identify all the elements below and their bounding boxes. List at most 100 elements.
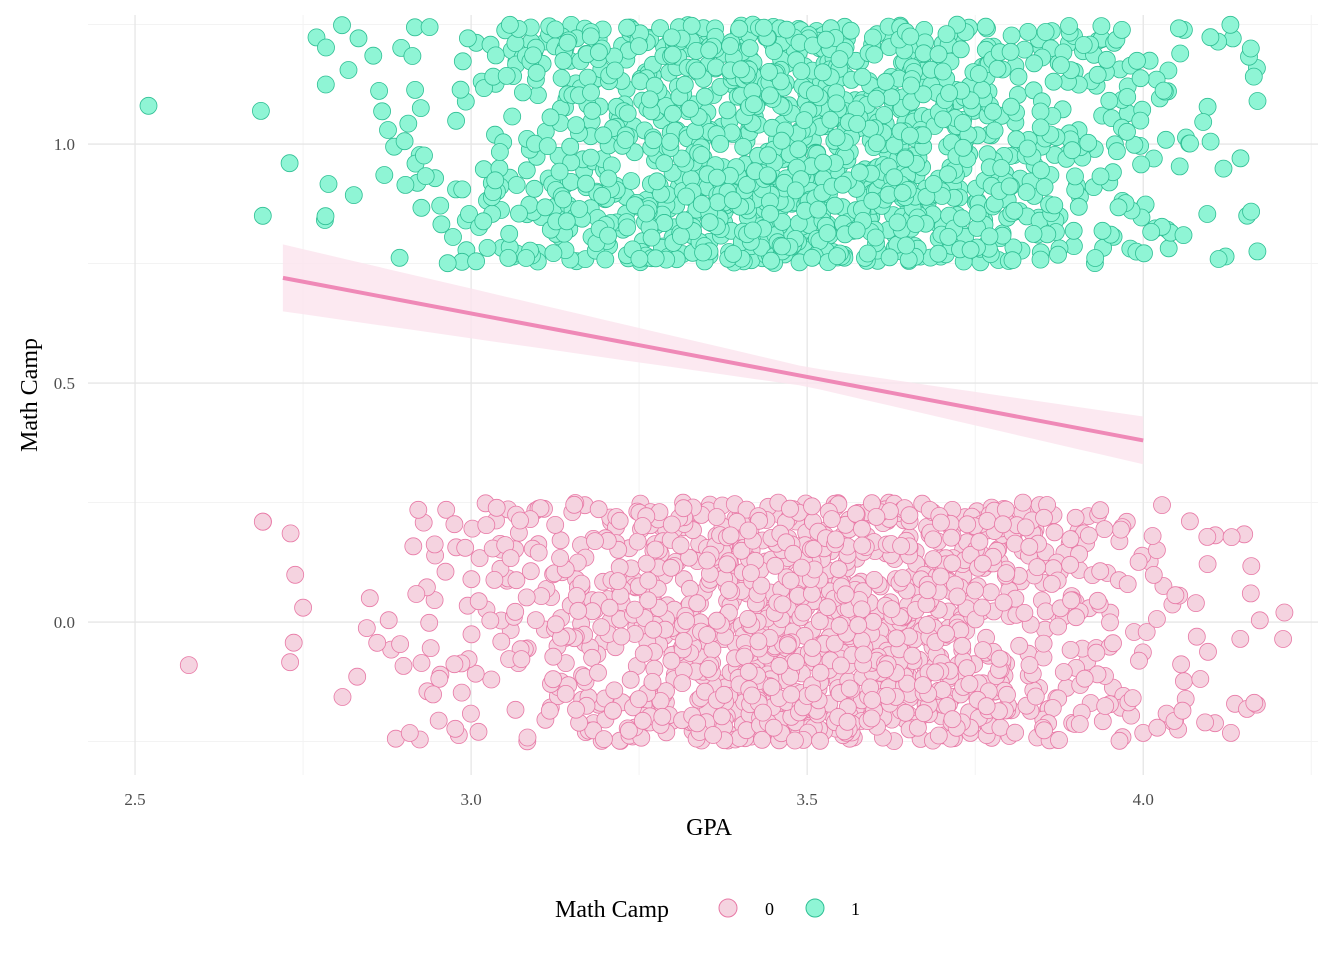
- data-point: [1170, 19, 1188, 38]
- data-point: [478, 238, 497, 257]
- data-point: [554, 190, 572, 209]
- data-point: [688, 714, 707, 733]
- data-point: [822, 510, 841, 528]
- data-point: [651, 19, 669, 38]
- data-point: [1019, 22, 1037, 41]
- data-point: [518, 728, 537, 747]
- data-point: [985, 121, 1004, 140]
- data-point: [1026, 687, 1045, 706]
- data-point: [589, 500, 608, 519]
- data-point: [646, 249, 665, 268]
- y-tick-label: 1.0: [54, 135, 75, 154]
- data-point: [1241, 39, 1260, 58]
- data-point: [1153, 496, 1171, 515]
- data-point: [1034, 634, 1053, 653]
- data-point: [1194, 113, 1213, 131]
- data-point: [1066, 167, 1084, 186]
- data-point: [862, 709, 881, 728]
- data-point: [1137, 623, 1156, 641]
- data-point: [994, 593, 1013, 612]
- data-point: [446, 719, 465, 738]
- data-point: [708, 168, 726, 187]
- regression-fit: [282, 244, 1144, 465]
- data-point: [853, 536, 872, 555]
- data-point: [813, 63, 832, 82]
- data-point: [1113, 20, 1131, 39]
- data-point: [943, 554, 962, 573]
- data-point: [901, 27, 920, 46]
- data-point: [888, 213, 907, 232]
- data-point: [867, 89, 886, 108]
- data-point: [641, 90, 659, 109]
- data-point: [682, 16, 701, 35]
- data-point: [541, 108, 560, 127]
- data-point: [918, 616, 936, 634]
- data-point: [507, 571, 526, 590]
- data-point: [1010, 636, 1029, 655]
- data-point: [593, 186, 611, 205]
- data-point: [646, 540, 665, 559]
- data-point: [453, 52, 472, 71]
- data-point: [1110, 731, 1129, 750]
- data-point: [425, 535, 444, 554]
- data-point: [688, 594, 707, 613]
- data-point: [777, 20, 796, 39]
- data-point: [490, 143, 509, 161]
- data-point: [281, 653, 300, 672]
- data-point: [1181, 134, 1199, 153]
- data-point: [675, 75, 694, 94]
- y-axis-title: Math Camp: [17, 338, 43, 452]
- data-point: [1154, 81, 1173, 100]
- data-point: [349, 29, 368, 48]
- data-point: [1020, 537, 1039, 556]
- data-point: [771, 72, 790, 91]
- data-point: [961, 240, 980, 259]
- data-point: [316, 207, 335, 226]
- data-point: [720, 581, 738, 599]
- data-point: [608, 572, 627, 590]
- data-point: [794, 603, 813, 622]
- data-point: [554, 51, 573, 70]
- data-point: [456, 538, 475, 557]
- data-point: [466, 664, 485, 683]
- regression-line: [282, 275, 1144, 443]
- data-point: [583, 101, 602, 120]
- data-point: [373, 102, 392, 121]
- data-point: [1100, 91, 1119, 110]
- data-point: [711, 134, 730, 153]
- data-point: [931, 567, 950, 586]
- data-point: [1086, 249, 1105, 267]
- data-point: [529, 86, 547, 104]
- data-point: [782, 685, 801, 704]
- data-point: [704, 726, 722, 744]
- data-point: [317, 38, 335, 57]
- data-point: [1118, 88, 1137, 106]
- data-point: [536, 198, 555, 217]
- data-point: [1209, 250, 1228, 268]
- data-point: [677, 612, 695, 630]
- data-point: [1063, 141, 1082, 160]
- data-point: [474, 212, 493, 231]
- data-point: [867, 508, 886, 526]
- data-point: [723, 191, 742, 210]
- data-point: [344, 186, 363, 205]
- data-point: [618, 218, 637, 237]
- data-point: [396, 175, 415, 194]
- x-tick-label: 2.5: [124, 790, 145, 809]
- data-point: [738, 175, 756, 194]
- data-point: [730, 19, 749, 38]
- data-point: [1130, 651, 1148, 670]
- data-point: [1015, 604, 1034, 622]
- data-point: [847, 221, 866, 240]
- data-point: [699, 660, 718, 678]
- data-point: [671, 536, 690, 555]
- data-point: [599, 169, 618, 188]
- data-point: [1091, 501, 1110, 520]
- data-point: [544, 647, 563, 666]
- data-point: [546, 516, 565, 534]
- data-point: [1135, 244, 1153, 263]
- data-point: [592, 618, 611, 636]
- data-point: [1148, 718, 1167, 737]
- data-point: [677, 187, 696, 206]
- data-point: [281, 524, 300, 543]
